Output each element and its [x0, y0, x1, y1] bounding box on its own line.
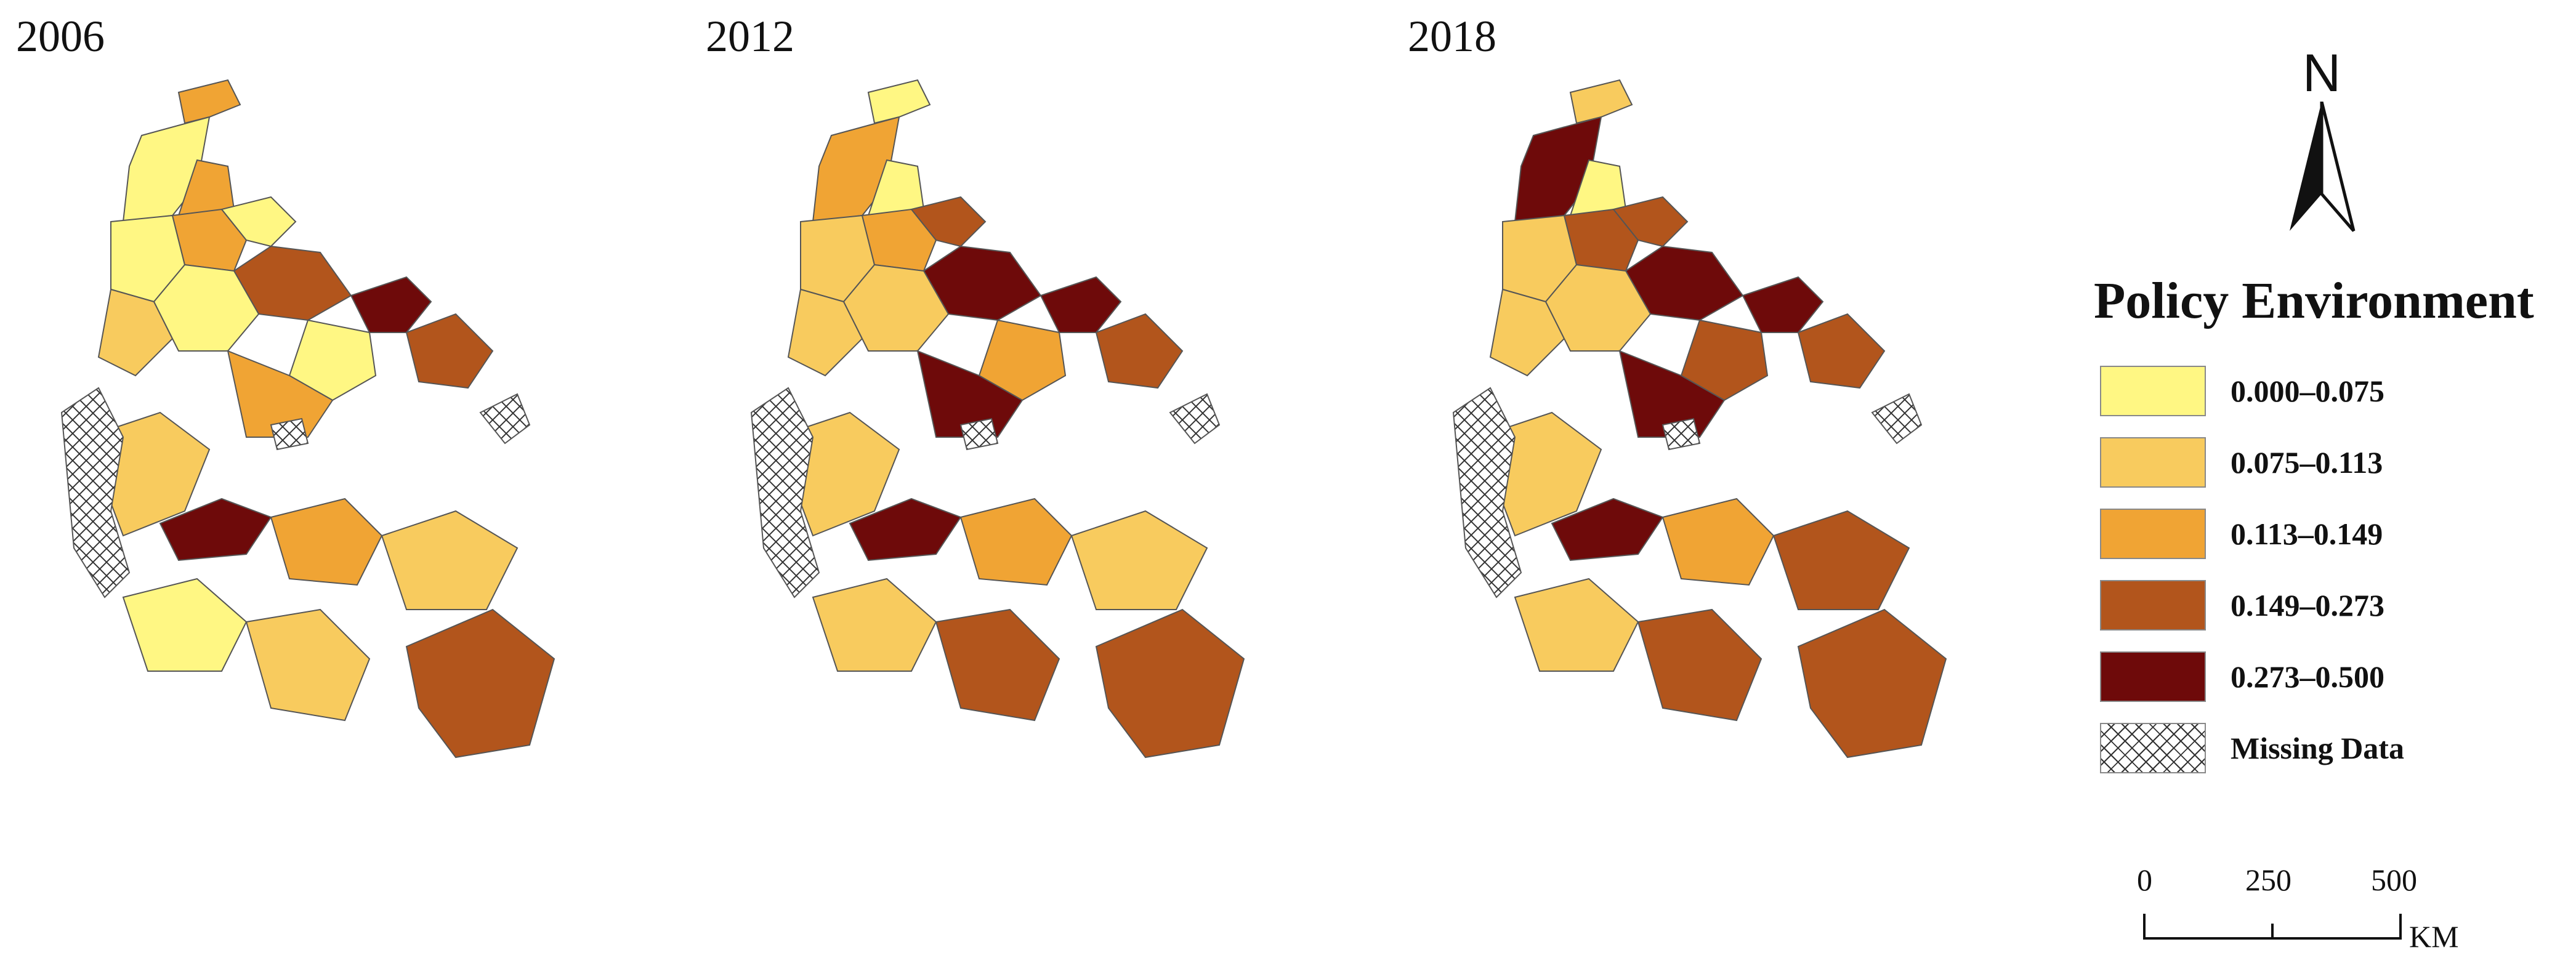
map-region [1563, 208, 1639, 272]
scale-tick-label: 0 [2137, 863, 2152, 897]
map-region [1612, 196, 1689, 248]
map-region [159, 498, 272, 562]
scale-tick-label: 500 [2371, 863, 2417, 897]
map-region [1489, 288, 1565, 377]
map-region [97, 288, 174, 377]
legend-label: 0.149–0.273 [2231, 588, 2384, 622]
legend-label: 0.075–0.113 [2231, 445, 2383, 480]
legend-swatch [2100, 509, 2206, 559]
scale-unit: KM [2409, 919, 2459, 954]
map-region [910, 196, 987, 248]
map-region [959, 498, 1073, 586]
map-region [812, 578, 937, 672]
map-region [849, 498, 962, 562]
map-region [350, 276, 432, 333]
scale-bar-line [2143, 914, 2402, 940]
map-region [867, 79, 931, 124]
map-region [787, 288, 863, 377]
map-region-missing [750, 387, 820, 598]
legend-swatch [2100, 651, 2206, 702]
map-panel-2012: 2012 [690, 0, 1392, 971]
map-region [122, 578, 248, 672]
legend: Policy Environment 0.000–0.075 0.075–0.1… [2094, 271, 2574, 773]
map-region [220, 196, 297, 248]
map-region [1661, 498, 1775, 586]
map-region [1070, 510, 1208, 610]
map-region [1569, 79, 1633, 124]
map-region [245, 608, 371, 722]
map-year-label: 2006 [16, 12, 105, 61]
map-region [381, 510, 519, 610]
map-region [1742, 276, 1824, 333]
map-region [1095, 608, 1245, 759]
map-region [1551, 498, 1664, 562]
legend-item: 0.113–0.149 [2100, 506, 2383, 562]
legend-item: 0.273–0.500 [2100, 649, 2384, 704]
map-region [1797, 313, 1886, 389]
map-region [1637, 608, 1762, 722]
map-region [978, 319, 1067, 401]
legend-label: Missing Data [2231, 731, 2404, 765]
map-year-label: 2018 [1408, 12, 1496, 61]
map-region [1772, 510, 1910, 610]
map-region-missing [1871, 393, 1923, 445]
map-panel-2018: 2018 [1392, 0, 2094, 971]
legend-title: Policy Environment [2094, 272, 2534, 329]
map-region [227, 350, 334, 438]
map-region [1095, 313, 1184, 389]
map-region-missing [60, 387, 131, 598]
map-region [405, 608, 555, 759]
map-region [1040, 276, 1122, 333]
legend-label: 0.000–0.075 [2231, 374, 2384, 408]
legend-item: 0.000–0.075 [2100, 363, 2384, 419]
map-region [842, 264, 950, 352]
legend-swatch-hatched [2100, 723, 2206, 773]
legend-item: 0.149–0.273 [2100, 578, 2384, 633]
map-region [153, 264, 260, 352]
map-region [405, 313, 494, 389]
map-region-missing [1169, 393, 1221, 445]
legend-label: 0.273–0.500 [2231, 659, 2384, 694]
legend-swatch [2100, 366, 2206, 416]
map-region-missing [270, 417, 309, 451]
map-region [916, 350, 1024, 438]
map-region [935, 608, 1060, 722]
legend-item: 0.075–0.113 [2100, 435, 2383, 490]
map-region [861, 208, 937, 272]
legend-swatch [2100, 437, 2206, 488]
legend-item: Missing Data [2100, 720, 2404, 776]
legend-swatch [2100, 580, 2206, 631]
north-letter: N [2302, 44, 2341, 103]
map-region-missing [1661, 417, 1701, 451]
north-arrow: N [2279, 43, 2365, 240]
map-region [171, 208, 248, 272]
map-region [1797, 608, 1947, 759]
north-arrow-icon [2290, 102, 2356, 232]
map-region [1514, 578, 1639, 672]
map-region [177, 79, 241, 124]
map-region [1544, 264, 1652, 352]
map-region [1618, 350, 1726, 438]
legend-label: 0.113–0.149 [2231, 517, 2383, 551]
map-region-missing [479, 393, 531, 445]
map-region-missing [959, 417, 999, 451]
scale-tick-label: 250 [2245, 863, 2291, 897]
scale-bar: 0 250 500 KM [2137, 862, 2482, 961]
map-year-label: 2012 [706, 12, 794, 61]
map-region [1680, 319, 1769, 401]
map-region-missing [1452, 387, 1522, 598]
map-region [270, 498, 383, 586]
choropleth-map [60, 79, 555, 759]
map-panel-2006: 2006 [0, 0, 702, 971]
choropleth-map [750, 79, 1245, 759]
map-region [288, 319, 377, 401]
choropleth-map [1452, 79, 1947, 759]
